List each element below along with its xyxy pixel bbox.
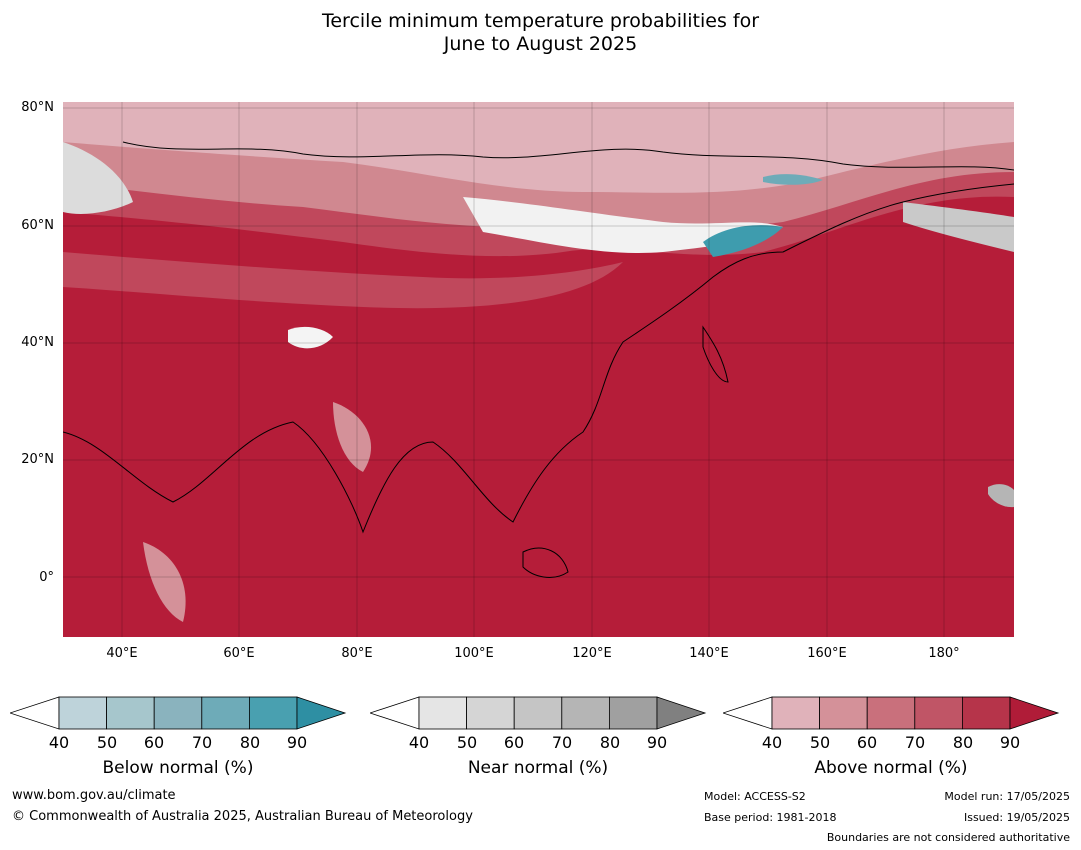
- near-segment-under: [370, 696, 420, 730]
- colorbar-above: [723, 696, 1060, 730]
- below-tick-40: 40: [48, 733, 70, 752]
- above-normal-title: Above normal (%): [814, 758, 968, 778]
- below-segment-1: [58, 696, 107, 730]
- above-segment-over: [1009, 696, 1060, 730]
- above-segment-under: [723, 696, 773, 730]
- colorbar-below: [10, 696, 347, 730]
- coastline-arctic: [122, 141, 1014, 171]
- near-segment-3: [513, 696, 563, 730]
- below-normal-title: Below normal (%): [102, 758, 254, 778]
- below-segment-5: [248, 696, 298, 730]
- disclaimer-text: Boundaries are not considered authoritat…: [826, 831, 1070, 844]
- near-tick-70: 70: [551, 733, 573, 752]
- lat-label-60n: 60°N: [21, 218, 54, 233]
- lon-label-180: 180°: [928, 646, 960, 661]
- near-segment-4: [561, 696, 610, 730]
- above-segment-4: [914, 696, 963, 730]
- above-tick-80: 80: [952, 733, 974, 752]
- india-pale: [333, 402, 372, 472]
- near-segment-2: [466, 696, 515, 730]
- coastline-asia: [63, 183, 1014, 534]
- colorbar-near-segments: [370, 696, 707, 730]
- below-segment-2: [106, 696, 155, 730]
- scandinavia-grey: [63, 142, 133, 214]
- kolyma-teal: [763, 174, 823, 185]
- near-tick-50: 50: [456, 733, 478, 752]
- coastline-borneo: [522, 547, 569, 578]
- lon-label-120e: 120°E: [572, 646, 612, 661]
- copyright-text: © Commonwealth of Australia 2025, Austra…: [12, 809, 473, 824]
- below-tick-70: 70: [191, 733, 213, 752]
- near-tick-80: 80: [599, 733, 621, 752]
- above-segment-3: [866, 696, 916, 730]
- above-tick-50: 50: [809, 733, 831, 752]
- pacific-grey: [988, 484, 1014, 508]
- below-segment-over: [296, 696, 347, 730]
- near-segment-5: [608, 696, 658, 730]
- lon-label-80e: 80°E: [341, 646, 373, 661]
- near-segment-over: [656, 696, 707, 730]
- probability-map: [63, 102, 1014, 637]
- lon-label-100e: 100°E: [454, 646, 494, 661]
- graticule: [63, 102, 1014, 637]
- pamir-white: [288, 326, 333, 349]
- below-tick-60: 60: [143, 733, 165, 752]
- horn-pale: [143, 542, 186, 622]
- siberia-white: [463, 197, 783, 253]
- title-line-2: June to August 2025: [443, 33, 638, 55]
- lat-label-80n: 80°N: [21, 100, 54, 115]
- above-tick-70: 70: [904, 733, 926, 752]
- above-segment-2: [819, 696, 868, 730]
- near-normal-title: Near normal (%): [467, 758, 609, 778]
- lon-label-140e: 140°E: [689, 646, 729, 661]
- near-tick-40: 40: [408, 733, 430, 752]
- above-tick-60: 60: [856, 733, 878, 752]
- near-tick-90: 90: [646, 733, 668, 752]
- title-line-1: Tercile minimum temperature probabilitie…: [321, 10, 760, 32]
- lat-label-40n: 40°N: [21, 335, 54, 350]
- above-segment-1: [771, 696, 820, 730]
- website-link[interactable]: www.bom.gov.au/climate: [12, 788, 176, 803]
- lon-label-40e: 40°E: [106, 646, 138, 661]
- lat-label-0: 0°: [39, 570, 54, 585]
- map-svg: [63, 102, 1014, 637]
- colorbar-near: [370, 696, 707, 730]
- below-segment-under: [10, 696, 60, 730]
- below-tick-80: 80: [239, 733, 261, 752]
- okhotsk-teal: [703, 225, 783, 257]
- below-segment-3: [153, 696, 203, 730]
- base-period-label: Base period: 1981-2018: [704, 811, 837, 824]
- above-tick-40: 40: [761, 733, 783, 752]
- above-segment-5: [961, 696, 1011, 730]
- central-asia-band: [63, 252, 623, 309]
- east-siberia-grey: [903, 202, 1014, 252]
- model-label: Model: ACCESS-S2: [704, 790, 806, 803]
- colorbar-below-segments: [10, 696, 347, 730]
- lon-label-160e: 160°E: [807, 646, 847, 661]
- issued-label: Issued: 19/05/2025: [963, 811, 1070, 824]
- lat-label-20n: 20°N: [21, 452, 54, 467]
- below-tick-50: 50: [96, 733, 118, 752]
- arctic-band-3: [63, 102, 1014, 193]
- colorbar-above-segments: [723, 696, 1060, 730]
- lon-label-60e: 60°E: [223, 646, 255, 661]
- below-tick-90: 90: [286, 733, 308, 752]
- chart-title: Tercile minimum temperature probabilitie…: [0, 10, 1081, 56]
- below-segment-4: [201, 696, 250, 730]
- near-segment-1: [418, 696, 467, 730]
- near-tick-60: 60: [503, 733, 525, 752]
- above-tick-90: 90: [999, 733, 1021, 752]
- coastline-japan: [702, 325, 729, 383]
- model-run-label: Model run: 17/05/2025: [944, 790, 1070, 803]
